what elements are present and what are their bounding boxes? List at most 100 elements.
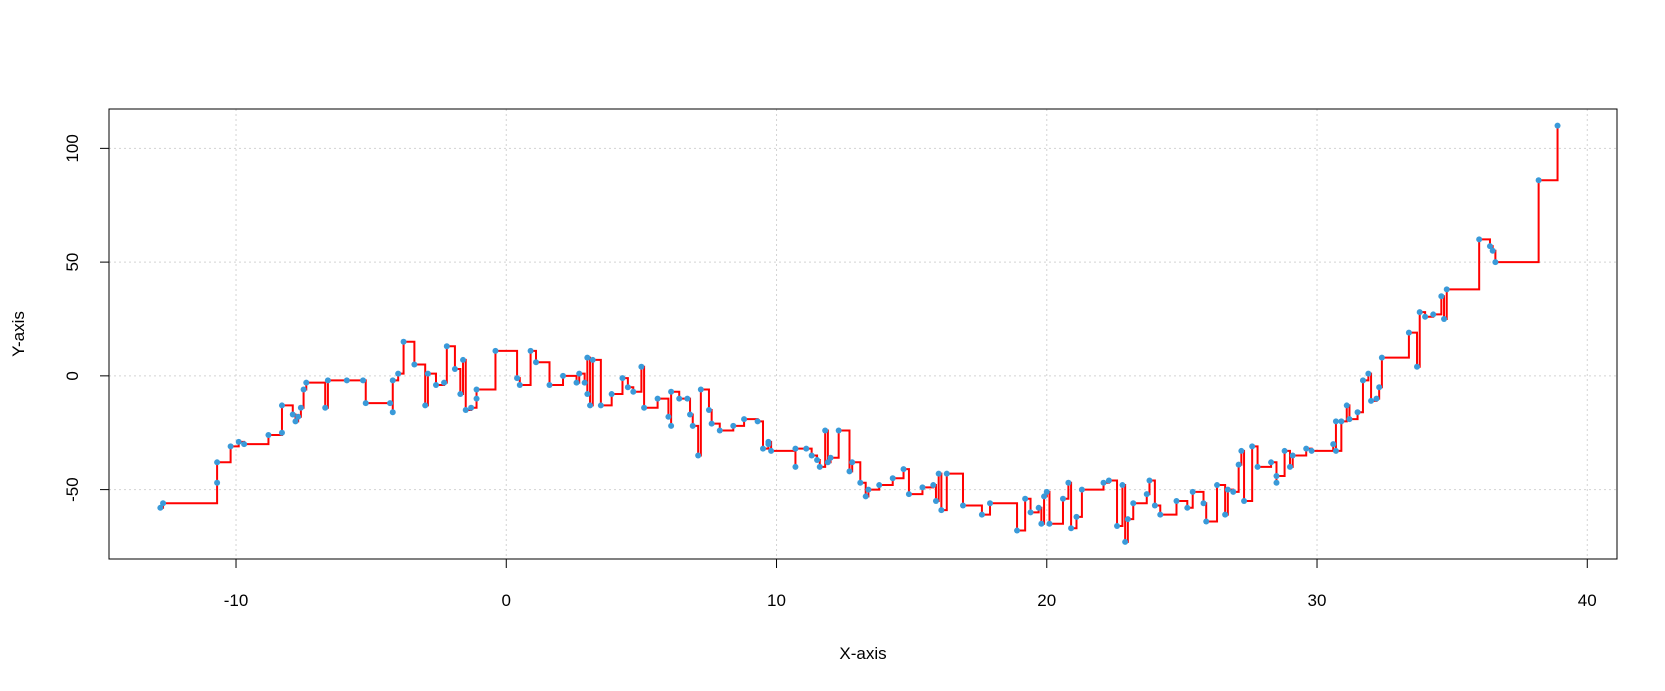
point xyxy=(1146,477,1153,484)
point xyxy=(638,363,645,370)
point xyxy=(584,391,591,398)
point xyxy=(765,438,772,445)
point xyxy=(1224,486,1231,493)
point xyxy=(1492,259,1499,266)
point xyxy=(792,445,799,452)
point xyxy=(608,391,615,398)
point xyxy=(278,429,285,436)
point xyxy=(1230,488,1237,495)
point xyxy=(822,427,829,434)
point xyxy=(227,443,234,450)
point xyxy=(395,370,402,377)
point xyxy=(862,493,869,500)
point xyxy=(411,361,418,368)
point xyxy=(1189,488,1196,495)
point xyxy=(930,482,937,489)
point xyxy=(1022,495,1029,502)
point xyxy=(573,379,580,386)
point xyxy=(1151,502,1158,509)
point xyxy=(808,452,815,459)
point xyxy=(889,475,896,482)
point xyxy=(1268,459,1275,466)
point xyxy=(589,356,596,363)
point xyxy=(676,395,683,402)
point xyxy=(1100,479,1107,486)
point xyxy=(1354,409,1361,416)
point xyxy=(1143,491,1150,498)
y-tick-label: -50 xyxy=(63,477,82,502)
point xyxy=(457,391,464,398)
point xyxy=(1414,363,1421,370)
point xyxy=(516,381,523,388)
point xyxy=(400,338,407,345)
point xyxy=(1078,486,1085,493)
point xyxy=(1378,354,1385,361)
point xyxy=(1368,397,1375,404)
point xyxy=(708,420,715,427)
point xyxy=(1376,384,1383,391)
point xyxy=(1346,416,1353,423)
point xyxy=(360,377,367,384)
point xyxy=(1214,482,1221,489)
point xyxy=(1222,511,1229,518)
point xyxy=(1035,504,1042,511)
point xyxy=(322,404,329,411)
x-tick-label: 30 xyxy=(1308,591,1327,610)
point xyxy=(289,411,296,418)
point xyxy=(1373,395,1380,402)
point xyxy=(1359,377,1366,384)
point xyxy=(297,404,304,411)
point xyxy=(1489,247,1496,254)
point xyxy=(587,402,594,409)
point xyxy=(576,370,583,377)
point xyxy=(1130,500,1137,507)
point xyxy=(1343,402,1350,409)
point xyxy=(905,491,912,498)
point xyxy=(1068,525,1075,532)
point xyxy=(451,366,458,373)
point xyxy=(1065,479,1072,486)
point xyxy=(978,511,985,518)
point xyxy=(462,406,469,413)
point xyxy=(1241,497,1248,504)
point xyxy=(816,463,823,470)
point xyxy=(932,497,939,504)
point xyxy=(362,400,369,407)
point xyxy=(460,356,467,363)
point xyxy=(514,375,521,382)
point xyxy=(214,479,221,486)
point xyxy=(716,427,723,434)
plot-frame xyxy=(108,108,1618,560)
point xyxy=(792,463,799,470)
point xyxy=(857,479,864,486)
point xyxy=(760,445,767,452)
point xyxy=(849,459,856,466)
point xyxy=(697,386,704,393)
point xyxy=(705,406,712,413)
point xyxy=(1405,329,1412,336)
point xyxy=(865,486,872,493)
point xyxy=(668,422,675,429)
point xyxy=(584,354,591,361)
point xyxy=(1043,488,1050,495)
point xyxy=(900,466,907,473)
point xyxy=(1124,516,1131,523)
point xyxy=(235,438,242,445)
point xyxy=(768,447,775,454)
point xyxy=(938,507,945,514)
x-tick-label: -10 xyxy=(224,591,249,610)
x-tick-label: 10 xyxy=(767,591,786,610)
x-axis-label: X-axis xyxy=(839,644,886,663)
point xyxy=(935,470,942,477)
point xyxy=(654,395,661,402)
point xyxy=(1554,122,1561,129)
point xyxy=(1157,511,1164,518)
point xyxy=(424,370,431,377)
point xyxy=(846,468,853,475)
point xyxy=(1038,520,1045,527)
point xyxy=(1235,461,1242,468)
point xyxy=(532,359,539,366)
point xyxy=(668,388,675,395)
point xyxy=(389,409,396,416)
